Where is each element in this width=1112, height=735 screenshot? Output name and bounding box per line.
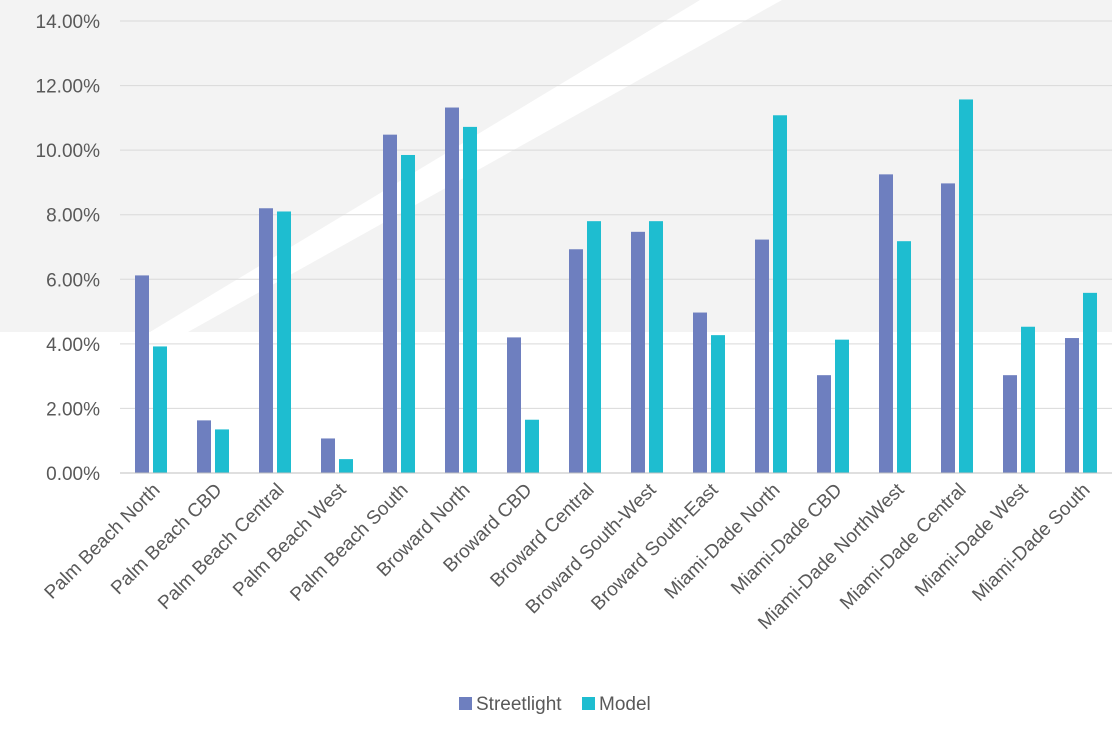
- bar-model-16: [1083, 292, 1097, 473]
- bar-streetlight-15: [1003, 375, 1017, 473]
- bar-streetlight-2: [197, 420, 211, 473]
- bar-model-2: [215, 429, 229, 473]
- x-tick-label: Miami-Dade South: [968, 480, 1094, 606]
- bar-model-8: [587, 221, 601, 473]
- legend-label-streetlight: Streetlight: [476, 694, 562, 715]
- bar-model-7: [525, 419, 539, 473]
- background-panel: [0, 0, 1112, 332]
- y-tick-label: 4.00%: [46, 335, 100, 356]
- x-tick-label: Miami-Dade North: [661, 480, 785, 604]
- x-tick-label: Palm Beach South: [286, 480, 412, 606]
- legend-swatch-model: [582, 697, 595, 710]
- y-tick-label: 12.00%: [36, 77, 101, 98]
- bar-model-10: [711, 335, 725, 473]
- y-tick-label: 14.00%: [36, 12, 101, 33]
- bar-streetlight-8: [569, 249, 583, 473]
- bar-streetlight-16: [1065, 338, 1079, 473]
- bar-streetlight-9: [631, 231, 645, 473]
- bar-model-6: [463, 126, 477, 473]
- bar-model-14: [959, 99, 973, 473]
- bar-model-15: [1021, 326, 1035, 473]
- x-tick-label: Miami-Dade West: [911, 479, 1033, 601]
- bar-streetlight-13: [879, 174, 893, 473]
- bar-streetlight-1: [135, 275, 149, 473]
- x-tick-label: Broward Central: [487, 480, 599, 592]
- bar-streetlight-4: [321, 438, 335, 473]
- x-tick-label: Palm Beach North: [41, 480, 165, 604]
- bar-streetlight-14: [941, 183, 955, 473]
- y-tick-label: 2.00%: [46, 399, 100, 420]
- x-tick-label: Miami-Dade CBD: [727, 480, 846, 599]
- legend-swatch-streetlight: [459, 697, 472, 710]
- bar-model-9: [649, 221, 663, 473]
- y-tick-label: 8.00%: [46, 206, 100, 227]
- bars: [135, 99, 1097, 474]
- bar-model-5: [401, 154, 415, 473]
- bar-streetlight-10: [693, 312, 707, 473]
- bar-streetlight-3: [259, 208, 273, 473]
- bar-model-4: [339, 459, 353, 473]
- y-tick-label: 10.00%: [36, 141, 101, 162]
- bar-streetlight-11: [755, 239, 769, 473]
- bar-model-12: [835, 339, 849, 473]
- y-tick-label: 0.00%: [46, 464, 100, 485]
- legend: Streetlight Model: [459, 694, 651, 715]
- bar-model-11: [773, 115, 787, 473]
- legend-label-model: Model: [599, 694, 651, 715]
- x-tick-label: Palm Beach CBD: [107, 480, 226, 599]
- y-axis-ticks: 0.00% 2.00% 4.00% 6.00% 8.00% 10.00% 12.00% 14.…: [36, 12, 101, 485]
- bar-streetlight-5: [383, 134, 397, 473]
- bar-model-13: [897, 241, 911, 473]
- bar-streetlight-12: [817, 375, 831, 473]
- y-tick-label: 6.00%: [46, 270, 100, 291]
- bar-streetlight-6: [445, 107, 459, 474]
- x-tick-label: Palm Beach West: [229, 479, 351, 601]
- bar-model-1: [153, 346, 167, 473]
- bar-streetlight-7: [507, 337, 521, 473]
- bar-model-3: [277, 211, 291, 473]
